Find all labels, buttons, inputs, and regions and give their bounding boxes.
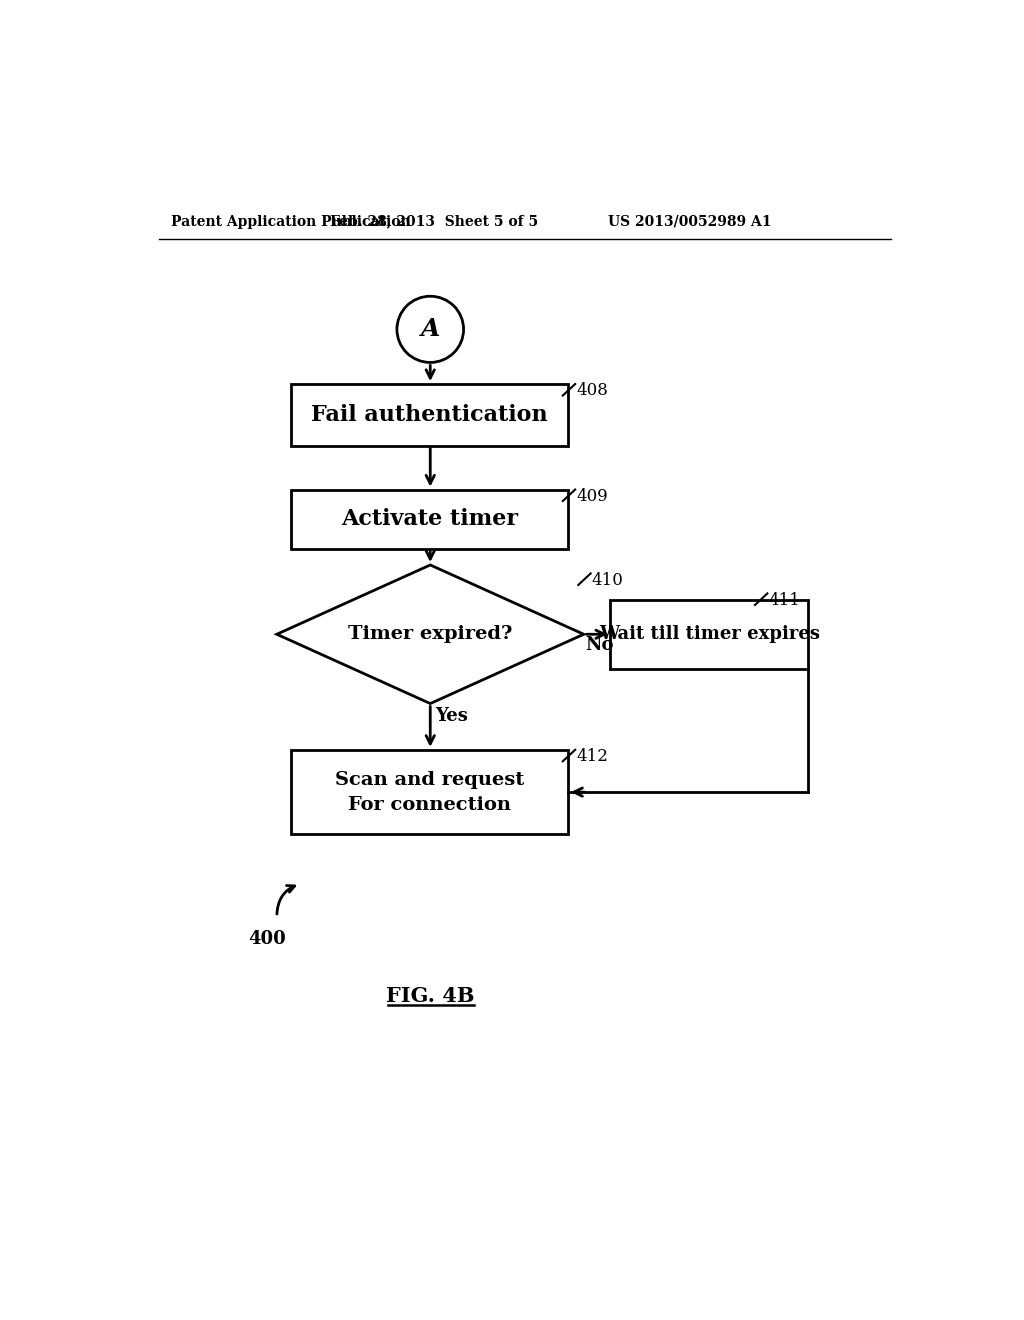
Text: FIG. 4B: FIG. 4B <box>386 986 474 1006</box>
Text: 411: 411 <box>768 591 800 609</box>
Text: 408: 408 <box>575 383 608 400</box>
Text: 412: 412 <box>575 748 608 766</box>
Text: Patent Application Publication: Patent Application Publication <box>171 215 411 228</box>
Bar <box>291 750 568 834</box>
Text: US 2013/0052989 A1: US 2013/0052989 A1 <box>608 215 772 228</box>
Text: Fail authentication: Fail authentication <box>311 404 548 426</box>
Bar <box>291 384 568 446</box>
Text: 400: 400 <box>249 929 287 948</box>
Text: A: A <box>421 317 440 342</box>
Text: 410: 410 <box>592 572 624 589</box>
Text: Yes: Yes <box>435 708 468 726</box>
Text: Feb. 28, 2013  Sheet 5 of 5: Feb. 28, 2013 Sheet 5 of 5 <box>330 215 539 228</box>
Text: Wait till timer expires: Wait till timer expires <box>599 626 820 643</box>
Bar <box>291 490 568 549</box>
Text: Activate timer: Activate timer <box>341 508 518 531</box>
Text: Timer expired?: Timer expired? <box>348 626 512 643</box>
Text: 409: 409 <box>575 488 607 506</box>
Text: Scan and request
For connection: Scan and request For connection <box>335 771 524 813</box>
Bar <box>610 599 809 669</box>
Text: No: No <box>586 636 613 653</box>
